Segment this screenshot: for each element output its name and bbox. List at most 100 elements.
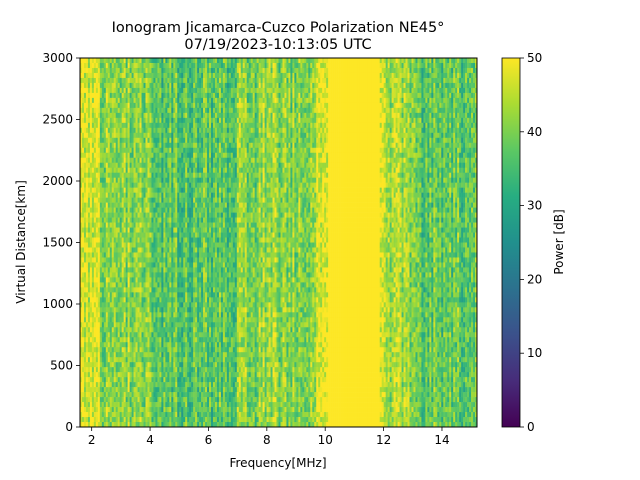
heatmap-cell (189, 417, 191, 422)
heatmap-cell (94, 143, 96, 148)
heatmap-cell (183, 247, 185, 252)
heatmap-cell (130, 118, 132, 123)
heatmap-cell (118, 218, 120, 223)
heatmap-cell (138, 93, 140, 98)
heatmap-cell (171, 382, 173, 387)
heatmap-cell (199, 83, 201, 88)
heatmap-cell (88, 183, 90, 188)
heatmap-cell (155, 297, 157, 302)
heatmap-cell (86, 103, 88, 108)
heatmap-cell (136, 213, 138, 218)
heatmap-cell (185, 327, 187, 332)
heatmap-cell (96, 143, 98, 148)
heatmap-cell (140, 233, 142, 238)
heatmap-cell (163, 287, 165, 292)
heatmap-cell (126, 352, 128, 357)
heatmap-cell (116, 277, 118, 282)
heatmap-cell (197, 223, 199, 228)
heatmap-cell (96, 168, 98, 173)
heatmap-cell (193, 148, 195, 153)
heatmap-cell (108, 407, 110, 412)
heatmap-cell (136, 193, 138, 198)
heatmap-cell (130, 173, 132, 178)
heatmap-cell (120, 317, 122, 322)
heatmap-cell (189, 63, 191, 68)
heatmap-cell (195, 213, 197, 218)
heatmap-cell (98, 307, 100, 312)
heatmap-cell (149, 247, 151, 252)
heatmap-cell (181, 282, 183, 287)
heatmap-cell (104, 417, 106, 422)
heatmap-cell (149, 203, 151, 208)
heatmap-cell (167, 397, 169, 402)
heatmap-cell (173, 407, 175, 412)
heatmap-cell (187, 88, 189, 93)
heatmap-cell (116, 203, 118, 208)
heatmap-cell (209, 223, 211, 228)
heatmap-cell (155, 178, 157, 183)
heatmap-cell (94, 352, 96, 357)
heatmap-cell (187, 362, 189, 367)
heatmap-cell (84, 302, 86, 307)
heatmap-cell (140, 198, 142, 203)
heatmap-cell (96, 173, 98, 178)
heatmap-cell (171, 372, 173, 377)
heatmap-cell (191, 407, 193, 412)
heatmap-cell (175, 143, 177, 148)
heatmap-cell (98, 292, 100, 297)
heatmap-cell (132, 98, 134, 103)
heatmap-cell (163, 322, 165, 327)
heatmap-cell (157, 412, 159, 417)
heatmap-cell (203, 377, 205, 382)
heatmap-cell (169, 188, 171, 193)
heatmap-cell (177, 402, 179, 407)
heatmap-cell (195, 193, 197, 198)
heatmap-cell (173, 208, 175, 213)
heatmap-cell (187, 347, 189, 352)
heatmap-cell (167, 292, 169, 297)
heatmap-cell (92, 208, 94, 213)
heatmap-cell (104, 252, 106, 257)
heatmap-cell (112, 143, 114, 148)
heatmap-cell (128, 317, 130, 322)
heatmap-cell (171, 223, 173, 228)
heatmap-cell (92, 327, 94, 332)
heatmap-cell (122, 213, 124, 218)
heatmap-cell (155, 327, 157, 332)
heatmap-cell (161, 148, 163, 153)
heatmap-cell (92, 73, 94, 78)
heatmap-cell (171, 113, 173, 118)
heatmap-cell (134, 213, 136, 218)
heatmap-cell (130, 68, 132, 73)
heatmap-cell (114, 128, 116, 133)
heatmap-cell (173, 252, 175, 257)
heatmap-cell (153, 223, 155, 228)
heatmap-cell (147, 133, 149, 138)
heatmap-cell (151, 203, 153, 208)
heatmap-cell (199, 168, 201, 173)
heatmap-cell (112, 377, 114, 382)
heatmap-cell (183, 312, 185, 317)
heatmap-cell (146, 198, 148, 203)
heatmap-cell (197, 332, 199, 337)
heatmap-cell (161, 238, 163, 243)
heatmap-cell (201, 342, 203, 347)
heatmap-cell (84, 238, 86, 243)
heatmap-cell (134, 123, 136, 128)
heatmap-cell (84, 213, 86, 218)
heatmap-cell (92, 123, 94, 128)
heatmap-cell (92, 118, 94, 123)
heatmap-cell (169, 63, 171, 68)
heatmap-cell (122, 402, 124, 407)
heatmap-cell (149, 88, 151, 93)
heatmap-cell (171, 243, 173, 248)
heatmap-cell (207, 407, 209, 412)
heatmap-cell (128, 407, 130, 412)
heatmap-cell (197, 208, 199, 213)
heatmap-cell (84, 292, 86, 297)
heatmap-cell (159, 387, 161, 392)
heatmap-cell (183, 208, 185, 213)
heatmap-cell (149, 83, 151, 88)
heatmap-cell (102, 342, 104, 347)
heatmap-cell (108, 277, 110, 282)
